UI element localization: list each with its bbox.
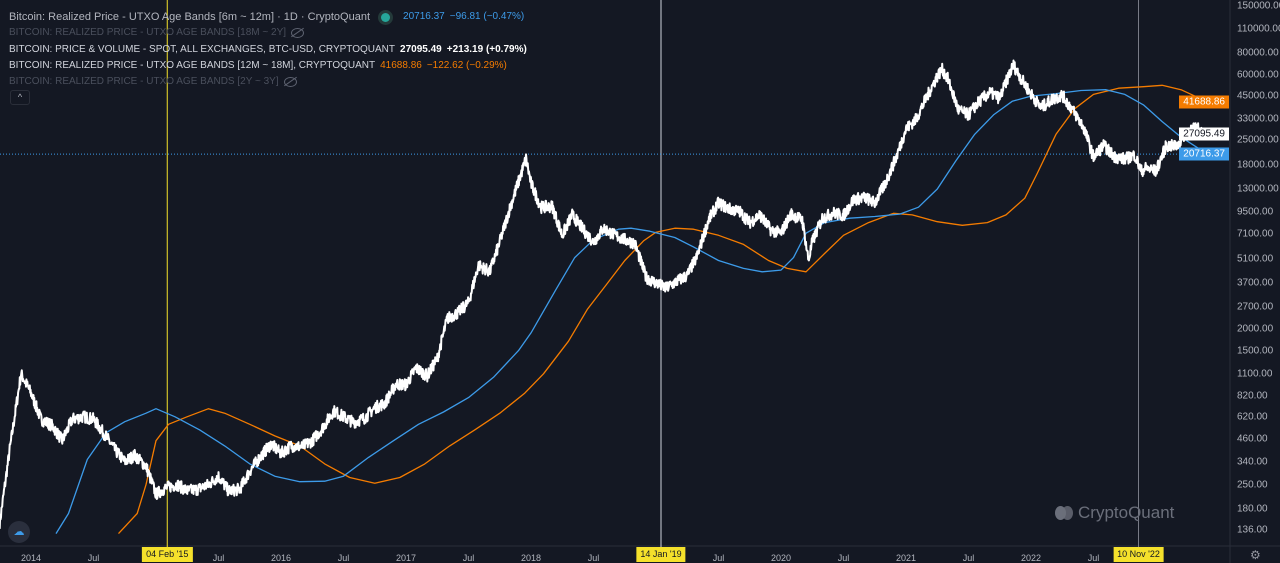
band-6m-12m-line[interactable] <box>55 89 1208 534</box>
legend-row-price[interactable]: BITCOIN: PRICE & VOLUME - SPOT, ALL EXCH… <box>9 42 527 58</box>
x-tick-label: 2021 <box>895 553 917 563</box>
last-value-tag-band-6m-12m: 20716.37 <box>1179 147 1229 161</box>
series-change: +213.19 (+0.79%) <box>446 43 527 55</box>
price-series-line[interactable] <box>0 59 1209 529</box>
legend: Bitcoin: Realized Price - UTXO Age Bands… <box>9 9 527 90</box>
date-marker-label: 14 Jan '19 <box>636 547 686 562</box>
y-tick-label: 150000.00 <box>1237 0 1280 12</box>
x-tick-label: 2020 <box>770 553 792 563</box>
y-tick-label: 620.00 <box>1237 411 1268 423</box>
eye-hidden-icon[interactable] <box>291 28 305 39</box>
y-tick-label: 180.00 <box>1237 503 1268 515</box>
cloud-logo-icon[interactable]: ☁ <box>8 521 30 543</box>
settings-gear-icon[interactable]: ⚙ <box>1250 548 1261 562</box>
cryptoquant-logo-icon <box>1055 506 1073 520</box>
y-tick-label: 80000.00 <box>1237 47 1279 59</box>
x-tick-label: 2017 <box>395 553 417 563</box>
x-tick-label: 2014 <box>20 553 42 563</box>
last-value-tag-band-12m-18m: 41688.86 <box>1179 95 1229 109</box>
series-title: BITCOIN: PRICE & VOLUME - SPOT, ALL EXCH… <box>9 43 396 55</box>
legend-row-12m-18m[interactable]: BITCOIN: REALIZED PRICE - UTXO AGE BANDS… <box>9 58 527 74</box>
status-dot-icon <box>381 12 391 22</box>
legend-row-6m-12m[interactable]: Bitcoin: Realized Price - UTXO Age Bands… <box>9 9 527 25</box>
band-12m-18m-line[interactable] <box>118 84 1208 535</box>
y-tick-label: 250.00 <box>1237 479 1268 491</box>
y-tick-label: 110000.00 <box>1237 23 1280 35</box>
series-change: −122.62 (−0.29%) <box>426 59 507 71</box>
x-tick-label: Jul <box>587 553 600 563</box>
x-tick-label: Jul <box>462 553 475 563</box>
chevron-up-icon: ^ <box>17 92 23 102</box>
y-tick-label: 9500.00 <box>1237 206 1274 218</box>
y-tick-label: 18000.00 <box>1237 159 1279 171</box>
series-change: −96.81 (−0.47%) <box>449 11 525 22</box>
x-tick-label: 2022 <box>1020 553 1042 563</box>
y-tick-label: 13000.00 <box>1237 183 1279 195</box>
eye-hidden-icon[interactable] <box>283 77 297 88</box>
x-tick-label: 2018 <box>520 553 542 563</box>
y-tick-label: 25000.00 <box>1237 134 1279 146</box>
series-value: 27095.49 <box>400 43 442 55</box>
last-value-tag-price: 27095.49 <box>1179 127 1229 141</box>
date-marker-label: 04 Feb '15 <box>142 547 193 562</box>
y-tick-label: 7100.00 <box>1237 228 1274 240</box>
series-title: BITCOIN: REALIZED PRICE - UTXO AGE BANDS… <box>9 27 287 39</box>
y-tick-label: 5100.00 <box>1237 253 1274 265</box>
series-title: Bitcoin: Realized Price - UTXO Age Bands… <box>9 11 371 23</box>
x-tick-label: Jul <box>1087 553 1100 563</box>
y-tick-label: 33000.00 <box>1237 113 1279 125</box>
x-tick-label: Jul <box>87 553 100 563</box>
x-tick-label: Jul <box>962 553 975 563</box>
y-tick-label: 1100.00 <box>1237 368 1273 380</box>
collapse-legend-button[interactable]: ^ <box>10 90 30 105</box>
legend-row-18m-2y[interactable]: BITCOIN: REALIZED PRICE - UTXO AGE BANDS… <box>9 25 527 41</box>
y-tick-label: 820.00 <box>1237 390 1268 402</box>
x-tick-label: 2016 <box>270 553 292 563</box>
x-tick-label: Jul <box>337 553 350 563</box>
y-tick-label: 340.00 <box>1237 456 1268 468</box>
y-tick-label: 45000.00 <box>1237 90 1279 102</box>
watermark-text: CryptoQuant <box>1078 503 1175 522</box>
series-value: 41688.86 <box>380 59 422 71</box>
y-tick-label: 60000.00 <box>1237 69 1279 81</box>
y-tick-label: 460.00 <box>1237 433 1268 445</box>
y-tick-label: 3700.00 <box>1237 277 1274 289</box>
y-tick-label: 2000.00 <box>1237 323 1274 335</box>
y-tick-label: 136.00 <box>1237 524 1268 536</box>
cryptoquant-watermark: CryptoQuant <box>1055 503 1174 523</box>
date-marker-label: 10 Nov '22 <box>1113 547 1164 562</box>
x-tick-label: Jul <box>712 553 725 563</box>
legend-row-2y-3y[interactable]: BITCOIN: REALIZED PRICE - UTXO AGE BANDS… <box>9 74 527 90</box>
y-tick-label: 1500.00 <box>1237 345 1274 357</box>
series-title: BITCOIN: REALIZED PRICE - UTXO AGE BANDS… <box>9 59 376 71</box>
series-title: BITCOIN: REALIZED PRICE - UTXO AGE BANDS… <box>9 76 279 88</box>
x-tick-label: Jul <box>837 553 850 563</box>
x-tick-label: Jul <box>212 553 225 563</box>
y-tick-label: 2700.00 <box>1237 301 1274 313</box>
series-value: 20716.37 <box>403 11 445 22</box>
